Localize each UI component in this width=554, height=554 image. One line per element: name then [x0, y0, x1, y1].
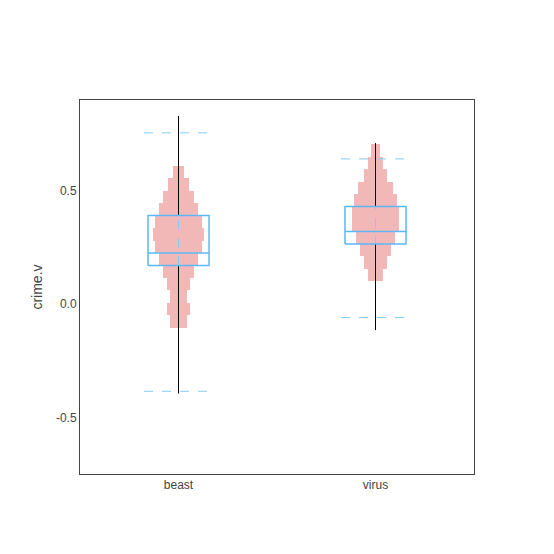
svg-text:-0.5: -0.5	[56, 411, 77, 425]
svg-text:0.0: 0.0	[60, 297, 77, 311]
svg-text:virus: virus	[363, 478, 388, 492]
svg-text:crime.v: crime.v	[29, 264, 45, 309]
svg-text:0.5: 0.5	[60, 184, 77, 198]
svg-text:beast: beast	[164, 478, 194, 492]
